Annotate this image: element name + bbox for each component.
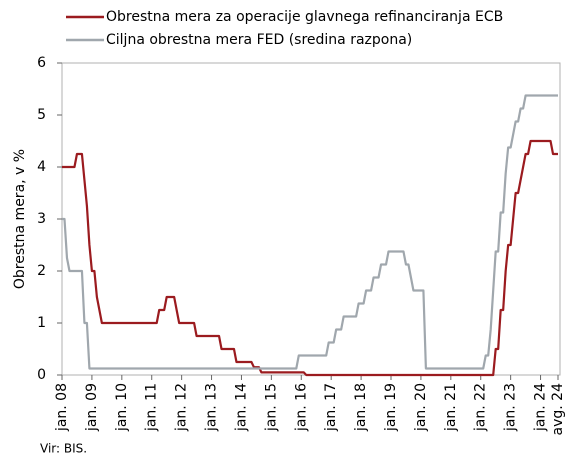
x-tick-label: jan. 17: [323, 383, 339, 432]
source: Vir: BIS.: [40, 442, 87, 456]
x-tick-label: jan. 22: [473, 383, 489, 432]
x-tick-label: jan. 18: [353, 383, 369, 432]
y-tick-label: 3: [37, 211, 46, 227]
y-tick-label: 6: [37, 55, 46, 71]
x-tick-label: jan. 10: [114, 383, 130, 432]
x-tick-label: jan. 14: [233, 383, 249, 432]
x-tick-label: jan. 19: [383, 383, 399, 432]
x-tick-label: jan. 21: [443, 383, 459, 432]
plot-frame: [61, 62, 561, 376]
y-tick-label: 4: [37, 159, 46, 175]
y-tick-label: 1: [37, 315, 46, 331]
x-tick-label: jan. 16: [293, 383, 309, 432]
x-tick-label: jan. 13: [204, 383, 220, 432]
x-tick-label: jan. 11: [144, 383, 160, 432]
x-tick-label: jan. 24: [533, 383, 549, 432]
x-tick-label: jan. 12: [174, 383, 190, 432]
x-tick-label: jan. 15: [263, 383, 279, 432]
x-tick-label: jan. 23: [503, 383, 519, 432]
y-tick-label: 2: [37, 263, 46, 279]
y-tick-label: 0: [37, 367, 46, 383]
y-axis-label: Obrestna mera, v %: [12, 149, 28, 289]
series-line: [62, 139, 558, 377]
x-tick-label: jan. 09: [84, 383, 100, 432]
series-line: [62, 94, 558, 370]
x-tick-label: jan. 20: [413, 383, 429, 432]
x-tick-label: avg. 24: [550, 383, 565, 436]
y-tick-label: 5: [37, 107, 46, 123]
legend-label: Ciljna obrestna mera FED (sredina razpon…: [106, 32, 412, 48]
legend-label: Obrestna mera za operacije glavnega refi…: [106, 9, 503, 25]
x-tick-label: jan. 08: [54, 383, 70, 432]
